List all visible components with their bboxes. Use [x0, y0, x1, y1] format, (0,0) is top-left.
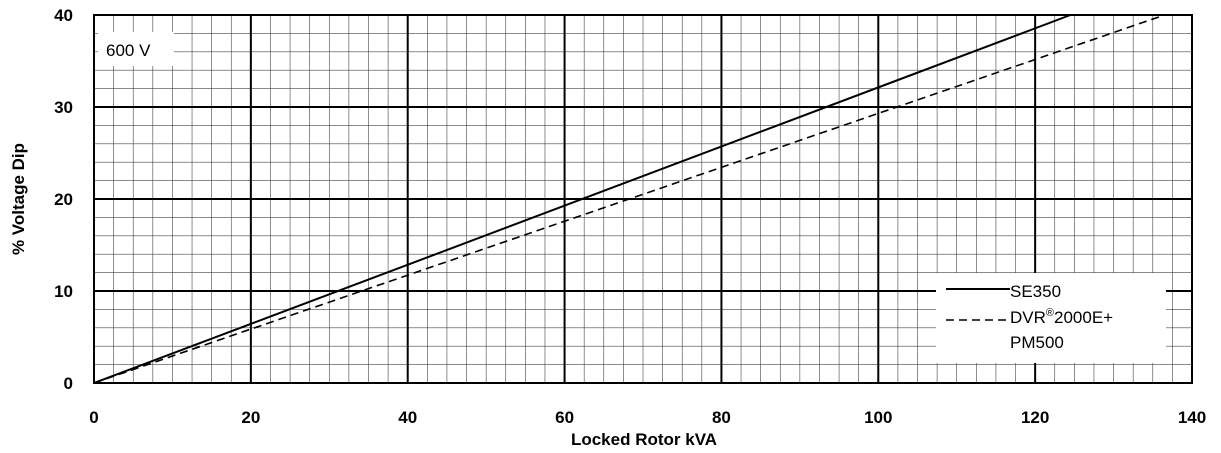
- x-tick-label: 120: [1021, 408, 1049, 427]
- y-tick-labels: 0 10 20 30 40: [54, 6, 73, 393]
- series-lines: [93, 14, 1165, 384]
- x-tick-label: 60: [555, 408, 574, 427]
- x-tick-label: 100: [864, 408, 892, 427]
- x-tick-label: 140: [1178, 408, 1206, 427]
- legend-label-dvr: DVR®2000E+: [1010, 307, 1113, 327]
- plot-frame: [93, 14, 1193, 384]
- voltage-annotation-bg: [98, 32, 174, 66]
- series-line-se350: [93, 14, 1071, 384]
- y-tick-label: 20: [54, 190, 73, 209]
- y-tick-label: 40: [54, 6, 73, 25]
- voltage-annotation-text: 600 V: [106, 41, 151, 60]
- legend-label-dvr-line2: PM500: [1010, 333, 1064, 352]
- y-tick-label: 30: [54, 98, 73, 117]
- x-tick-label: 80: [712, 408, 731, 427]
- y-tick-label: 10: [54, 282, 73, 301]
- legend-label-se350: SE350: [1010, 282, 1061, 301]
- voltage-annotation: 600 V: [98, 32, 174, 66]
- x-tick-label: 0: [89, 408, 98, 427]
- series-line-dvr2000e-pm500: [93, 14, 1165, 384]
- legend: SE350 DVR®2000E+ PM500: [936, 273, 1166, 363]
- x-tick-label: 40: [398, 408, 417, 427]
- x-tick-label: 20: [241, 408, 260, 427]
- y-tick-label: 0: [64, 374, 73, 393]
- y-axis-title: % Voltage Dip: [9, 143, 28, 255]
- x-tick-labels: 0 20 40 60 80 100 120 140: [89, 408, 1206, 427]
- x-axis-title: Locked Rotor kVA: [571, 430, 717, 449]
